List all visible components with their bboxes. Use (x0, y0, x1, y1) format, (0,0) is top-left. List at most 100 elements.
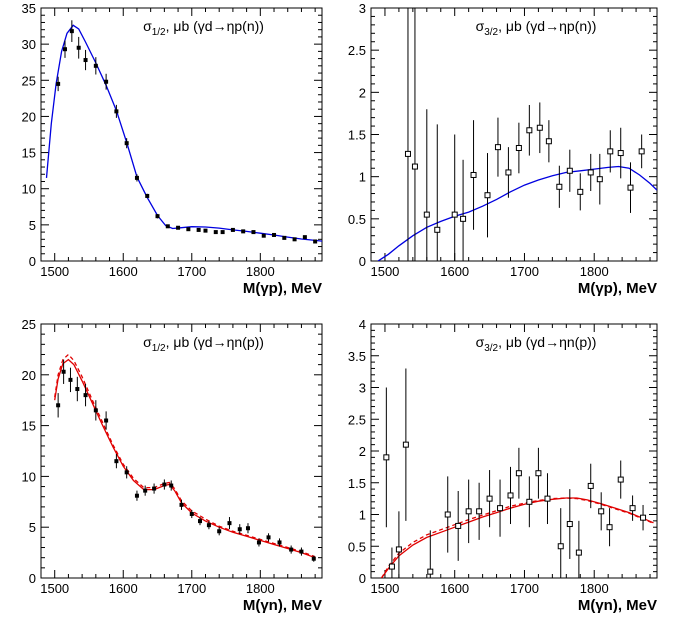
title-sigma: σ (476, 334, 485, 350)
data-point (434, 226, 441, 233)
data-point (451, 211, 458, 218)
y-tick-label: 30 (22, 37, 36, 52)
y-tick-label: 4 (359, 317, 366, 332)
x-tick-label: 1500 (40, 264, 69, 279)
data-point (62, 47, 67, 52)
data-point (277, 540, 282, 545)
y-tick-label: 2.5 (348, 43, 366, 58)
data-point (261, 233, 266, 238)
title-subscript: 1/2 (152, 27, 166, 38)
y-tick-label: 10 (22, 182, 36, 197)
data-point (404, 150, 411, 157)
y-tick-label: 2 (359, 444, 366, 459)
y-tick-label: 20 (22, 368, 36, 383)
data-point (507, 492, 514, 499)
data-point (617, 476, 624, 483)
data-point (145, 193, 150, 198)
data-point (557, 543, 564, 550)
data-point (455, 522, 462, 529)
data-point (427, 568, 434, 575)
data-point (460, 215, 467, 222)
data-point (203, 228, 208, 233)
y-tick-label: 25 (22, 73, 36, 88)
title-text: , μb (γd→ηn(p)) (166, 334, 264, 350)
plot-frame (370, 7, 658, 262)
data-points (56, 359, 316, 562)
curves (380, 497, 654, 578)
x-tick-label: 1600 (440, 264, 469, 279)
data-point (556, 183, 563, 190)
plot-frame (370, 323, 658, 579)
y-tick-label: 2 (359, 85, 366, 100)
title-text: , μb (γd→ηp(n)) (498, 18, 596, 34)
data-point (169, 483, 174, 488)
x-tick-label: 1700 (177, 264, 206, 279)
data-point (411, 163, 418, 170)
data-point (76, 45, 81, 50)
data-point (93, 63, 98, 68)
data-point (640, 514, 647, 521)
data-point (134, 175, 139, 180)
y-tick-label: 3 (359, 381, 366, 396)
data-point (56, 81, 61, 86)
y-tick-label: 5 (29, 218, 36, 233)
data-point (311, 556, 316, 561)
data-point (494, 144, 501, 151)
y-tick-label: 3.5 (348, 349, 366, 364)
data-point (61, 369, 66, 374)
curve-dashed (380, 497, 654, 578)
data-point (484, 192, 491, 199)
y-tick-label: 1 (359, 170, 366, 185)
data-point (515, 144, 522, 151)
data-point (577, 188, 584, 195)
data-point (134, 493, 139, 498)
data-point (245, 526, 250, 531)
data-point (535, 470, 542, 477)
data-point (566, 167, 573, 174)
y-tick-label: 0 (359, 571, 366, 586)
x-tick-label: 1600 (440, 581, 469, 596)
panel-title: σ3/2, μb (γd→ηp(n)) (476, 18, 597, 38)
y-tick-label: 0 (29, 254, 36, 269)
y-tick-label: 1.5 (348, 476, 366, 491)
title-sigma: σ (476, 18, 485, 34)
data-point (575, 549, 582, 556)
data-point (302, 235, 307, 240)
data-point (68, 377, 73, 382)
curve-solid (377, 165, 657, 261)
data-point (124, 470, 129, 475)
data-points (383, 368, 647, 578)
y-tick-label: 35 (22, 1, 36, 16)
y-tick-label: 20 (22, 109, 36, 124)
y-tick-label: 0.5 (348, 539, 366, 554)
data-point (617, 150, 624, 157)
data-point (56, 403, 61, 408)
data-point (75, 387, 80, 392)
title-text: , μb (γd→ηn(p)) (498, 334, 596, 350)
x-tick-label: 1500 (370, 581, 399, 596)
data-point (83, 393, 88, 398)
data-point (526, 127, 533, 134)
curve-solid (45, 24, 322, 242)
y-tick-label: 3 (359, 1, 366, 16)
data-point (230, 227, 235, 232)
x-tick-label: 1600 (109, 581, 138, 596)
data-point (206, 523, 211, 528)
data-point (289, 547, 294, 552)
y-tick-label: 1.5 (348, 128, 366, 143)
title-subscript: 1/2 (152, 343, 166, 354)
data-point (470, 171, 477, 178)
data-points (404, 8, 645, 261)
data-point (227, 521, 232, 526)
y-tick-label: 15 (22, 146, 36, 161)
data-point (176, 225, 181, 230)
data-point (638, 148, 645, 155)
data-point (497, 505, 504, 512)
data-point (152, 486, 157, 491)
data-point (272, 232, 277, 237)
data-point (629, 505, 636, 512)
